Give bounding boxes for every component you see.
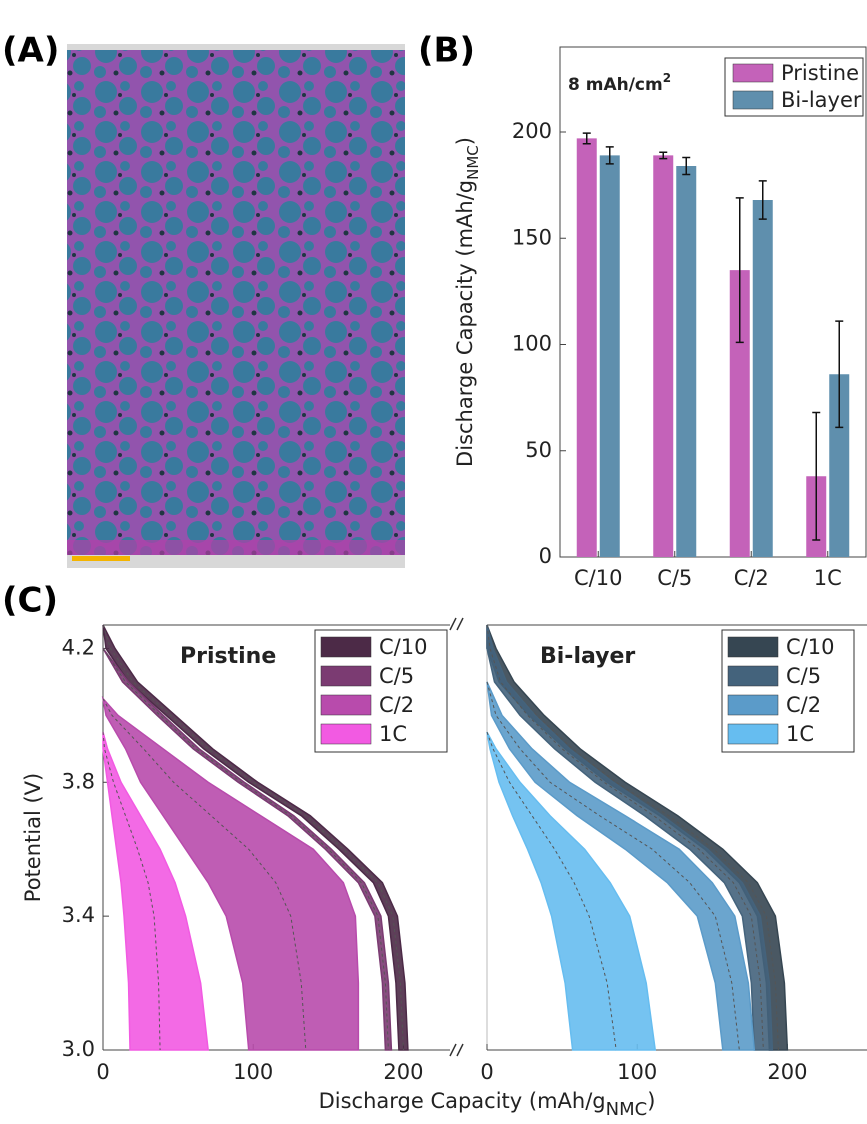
y-tick-label: 50 (525, 438, 552, 462)
y-tick-label: 4.2 (62, 635, 95, 659)
legend-swatch (733, 64, 773, 82)
panel-label: (C) (2, 581, 58, 621)
bar (600, 155, 620, 557)
legend-swatch (728, 724, 778, 744)
x-tick-label: C/2 (734, 566, 769, 590)
x-tick-label: C/10 (574, 566, 622, 590)
chart-title: Pristine (180, 644, 276, 669)
label-part: Discharge Capacity (mAh/g (453, 180, 477, 467)
label-part: ) (647, 1089, 655, 1113)
axis-break (450, 618, 463, 1056)
label-part: NMC (606, 1099, 648, 1120)
x-axis-label: Discharge Capacity (mAh/gNMC) (319, 1089, 656, 1120)
y-axis-label: Discharge Capacity (mAh/gNMC) (453, 137, 482, 467)
bar (676, 166, 696, 557)
y-tick-label: 150 (512, 225, 552, 249)
x-tick-label: 200 (383, 1060, 423, 1084)
legend-swatch (733, 91, 773, 109)
legend-label: C/2 (379, 693, 414, 717)
y-tick-label: 100 (512, 332, 552, 356)
legend-label: C/10 (786, 635, 834, 659)
panel-label: (A) (2, 31, 59, 71)
legend-swatch (321, 666, 371, 686)
y-tick-label: 3.4 (62, 903, 95, 927)
bar (653, 155, 673, 557)
x-tick-label: C/5 (657, 566, 692, 590)
bar (577, 138, 597, 557)
legend-swatch (728, 666, 778, 686)
legend-label: 1C (786, 722, 814, 746)
x-tick-label: 0 (96, 1060, 109, 1084)
legend-swatch (321, 695, 371, 715)
micrograph (67, 44, 405, 568)
label-part: 2 (663, 71, 671, 85)
legend-label: C/2 (786, 693, 821, 717)
label-part: 8 mAh/cm (568, 75, 663, 95)
legend-label: Pristine (781, 61, 859, 85)
bar (753, 200, 773, 557)
x-tick-label: 1C (814, 566, 842, 590)
legend-swatch (321, 637, 371, 657)
x-tick-label: 100 (233, 1060, 273, 1084)
x-tick-label: 200 (767, 1060, 807, 1084)
x-tick-label: 0 (480, 1060, 493, 1084)
figure: (A) (B) (C) 050100150200Discharge Capaci… (0, 0, 867, 1124)
y-tick-label: 3.8 (62, 769, 95, 793)
x-tick-label: 100 (617, 1060, 657, 1084)
legend-swatch (728, 637, 778, 657)
legend-label: 1C (379, 722, 407, 746)
legend-label: C/5 (786, 664, 821, 688)
label-part: ) (453, 137, 477, 145)
y-tick-label: 0 (539, 544, 552, 568)
legend-label: C/10 (379, 635, 427, 659)
label-part: NMC (464, 145, 482, 180)
panel-label: (B) (418, 31, 475, 71)
chart-title: Bi-layer (540, 644, 635, 669)
legend-swatch (728, 695, 778, 715)
annotation: 8 mAh/cm2 (568, 71, 671, 96)
legend-swatch (321, 724, 371, 744)
label-part: Discharge Capacity (mAh/g (319, 1089, 606, 1113)
scale-bar (72, 556, 130, 561)
y-tick-label: 3.0 (62, 1037, 95, 1061)
y-axis-label: Potential (V) (21, 773, 45, 902)
y-tick-label: 200 (512, 119, 552, 143)
legend-label: C/5 (379, 664, 414, 688)
band (487, 732, 655, 1050)
legend-label: Bi-layer (781, 88, 862, 112)
